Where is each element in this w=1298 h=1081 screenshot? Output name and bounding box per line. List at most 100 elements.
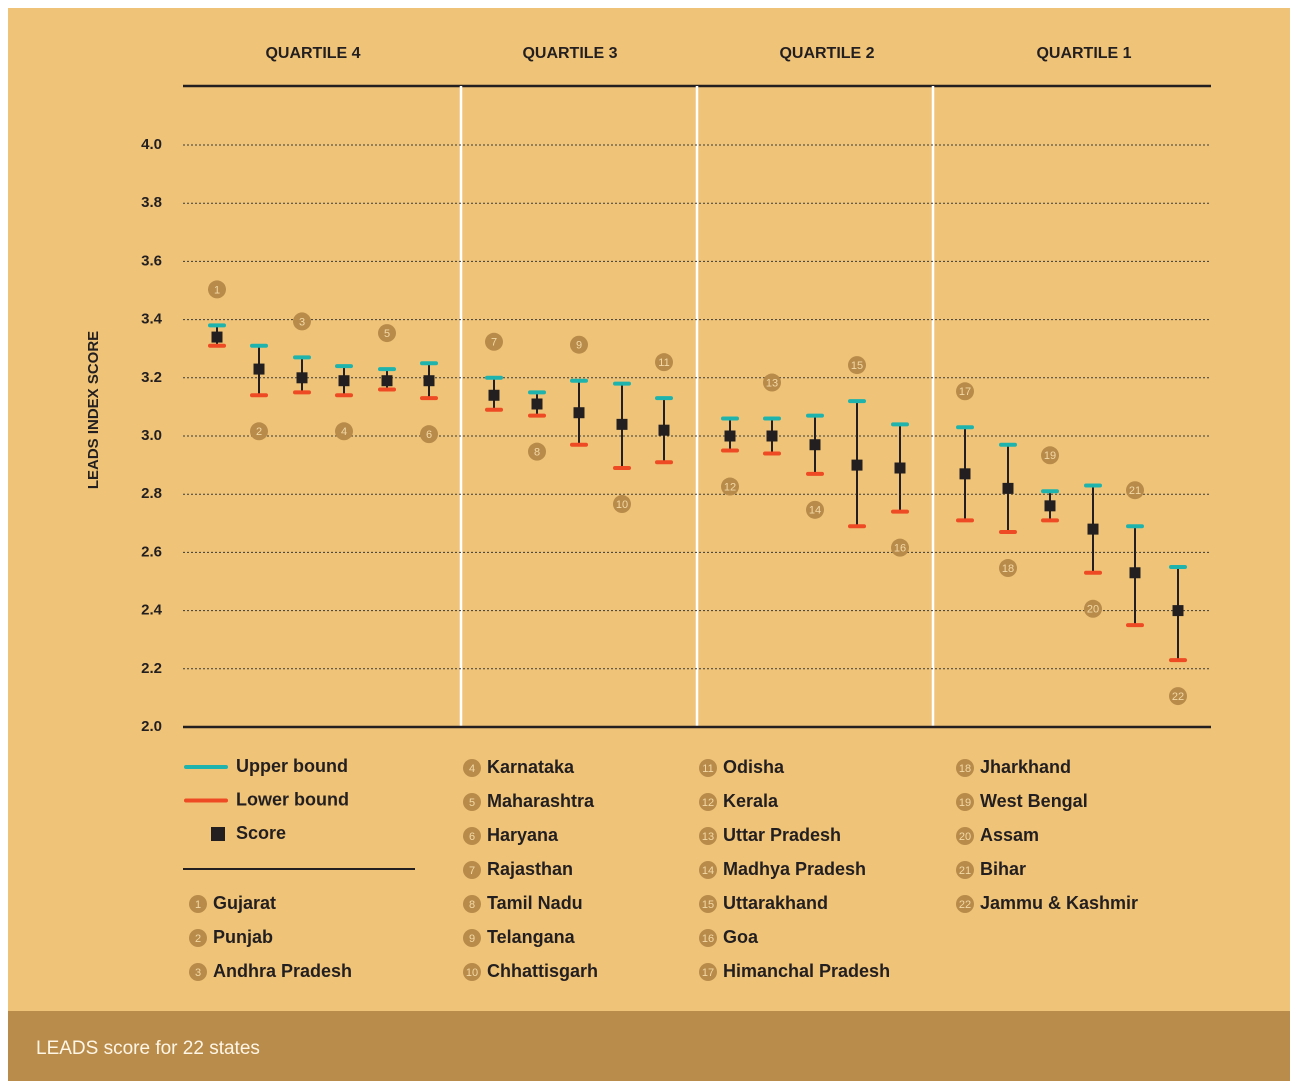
state-name: Andhra Pradesh xyxy=(213,961,352,981)
badge-label: 19 xyxy=(1044,450,1056,462)
badge xyxy=(956,793,974,811)
score-marker xyxy=(573,407,585,419)
y-tick-label: 3.0 xyxy=(141,427,162,444)
badge xyxy=(699,963,717,981)
y-axis-label: LEADS INDEX SCORE xyxy=(85,331,102,489)
badge-label: 2 xyxy=(256,426,262,438)
badge-label: 4 xyxy=(341,426,347,438)
badge xyxy=(250,422,268,441)
badge xyxy=(463,929,481,947)
badge-label: 8 xyxy=(534,447,540,459)
state-name: Jharkhand xyxy=(980,757,1071,777)
caption: LEADS score for 22 states xyxy=(36,1038,260,1059)
state-name: Kerala xyxy=(723,791,779,811)
badge xyxy=(956,827,974,845)
score-marker xyxy=(658,424,670,436)
badge xyxy=(956,895,974,913)
badge xyxy=(699,793,717,811)
badge-label: 6 xyxy=(426,429,432,441)
badge-label: 9 xyxy=(576,340,582,352)
y-tick-label: 2.6 xyxy=(141,543,162,560)
badge-label: 6 xyxy=(469,831,475,843)
badge xyxy=(806,500,824,519)
caption-bar xyxy=(8,1011,1290,1081)
score-marker xyxy=(1172,605,1184,617)
badge xyxy=(699,895,717,913)
badge xyxy=(463,861,481,879)
state-name: Assam xyxy=(980,825,1039,845)
score-marker xyxy=(724,430,736,442)
y-tick-label: 2.4 xyxy=(141,602,163,619)
state-name: Karnataka xyxy=(487,757,575,777)
badge-label: 19 xyxy=(959,797,971,809)
y-tick-label: 2.0 xyxy=(141,718,162,735)
legend-label: Score xyxy=(236,823,286,843)
state-name: Uttar Pradesh xyxy=(723,825,841,845)
y-tick-label: 2.2 xyxy=(141,660,162,677)
badge xyxy=(463,963,481,981)
score-marker xyxy=(616,418,628,430)
badge-label: 22 xyxy=(959,899,971,911)
state-name: Jammu & Kashmir xyxy=(980,893,1138,913)
state-name: West Bengal xyxy=(980,791,1088,811)
score-marker xyxy=(959,468,971,480)
state-name: Uttarakhand xyxy=(723,893,828,913)
y-tick-label: 3.2 xyxy=(141,369,162,386)
badge xyxy=(570,335,588,354)
chart-background xyxy=(8,8,1290,1011)
badge xyxy=(848,356,866,375)
badge xyxy=(528,442,546,461)
badge-label: 20 xyxy=(959,831,971,843)
badge-label: 7 xyxy=(491,337,497,349)
y-tick-label: 3.6 xyxy=(141,252,162,269)
score-marker xyxy=(1129,567,1141,579)
score-marker xyxy=(851,459,863,471)
badge-label: 21 xyxy=(1129,485,1141,497)
badge-label: 14 xyxy=(809,505,821,517)
badge xyxy=(999,559,1017,578)
y-tick-label: 2.8 xyxy=(141,485,162,502)
badge xyxy=(463,895,481,913)
badge xyxy=(1169,687,1187,706)
badge-label: 22 xyxy=(1172,691,1184,703)
badge xyxy=(420,425,438,444)
state-name: Goa xyxy=(723,927,759,947)
badge xyxy=(335,422,353,441)
score-marker xyxy=(766,430,778,442)
badge-label: 5 xyxy=(384,328,390,340)
badge-label: 17 xyxy=(702,967,714,979)
badge xyxy=(463,827,481,845)
badge xyxy=(699,827,717,845)
badge-label: 3 xyxy=(195,967,201,979)
state-name: Tamil Nadu xyxy=(487,893,583,913)
badge-label: 9 xyxy=(469,933,475,945)
badge-label: 7 xyxy=(469,865,475,877)
badge xyxy=(189,929,207,947)
y-tick-label: 3.4 xyxy=(141,311,163,328)
badge-label: 20 xyxy=(1087,604,1099,616)
badge-label: 18 xyxy=(1002,563,1014,575)
score-marker xyxy=(531,398,543,410)
state-name: Haryana xyxy=(487,825,559,845)
badge-label: 10 xyxy=(466,967,478,979)
badge xyxy=(378,324,396,343)
badge-label: 8 xyxy=(469,899,475,911)
badge-label: 18 xyxy=(959,763,971,775)
badge-label: 2 xyxy=(195,933,201,945)
badge-label: 13 xyxy=(702,831,714,843)
quartile-label: QUARTILE 3 xyxy=(522,45,617,62)
badge xyxy=(956,759,974,777)
score-marker xyxy=(894,462,906,474)
badge xyxy=(956,861,974,879)
legend-label: Lower bound xyxy=(236,789,349,809)
state-name: Chhattisgarh xyxy=(487,961,598,981)
score-marker xyxy=(1087,523,1099,535)
badge-label: 16 xyxy=(702,933,714,945)
legend-swatch xyxy=(211,827,225,841)
score-marker xyxy=(338,375,350,387)
badge-label: 14 xyxy=(702,865,714,877)
badge xyxy=(485,332,503,351)
score-marker xyxy=(1002,482,1014,494)
quartile-label: QUARTILE 4 xyxy=(265,45,360,62)
badge xyxy=(189,963,207,981)
